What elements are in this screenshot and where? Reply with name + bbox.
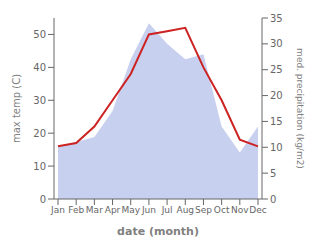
svg-text:Apr: Apr [105,205,121,215]
svg-text:20: 20 [270,90,283,101]
svg-text:med. precipitation (kg/m2): med. precipitation (kg/m2) [295,48,305,169]
svg-text:Sep: Sep [195,205,212,215]
svg-text:Oct: Oct [214,205,230,215]
svg-text:Feb: Feb [68,205,84,215]
svg-text:0: 0 [40,194,46,205]
svg-text:15: 15 [270,116,283,127]
svg-text:30: 30 [33,95,46,106]
svg-text:10: 10 [33,161,46,172]
svg-text:date (month): date (month) [117,225,199,238]
svg-text:Jan: Jan [50,205,65,215]
svg-text:Jun: Jun [141,205,156,215]
svg-text:50: 50 [33,29,46,40]
svg-text:30: 30 [270,38,283,49]
svg-text:35: 35 [270,13,283,24]
svg-text:20: 20 [33,128,46,139]
svg-text:May: May [121,205,140,215]
svg-text:25: 25 [270,64,283,75]
svg-text:Aug: Aug [176,205,194,215]
svg-text:Nov: Nov [231,205,249,215]
svg-text:5: 5 [270,168,276,179]
svg-text:40: 40 [33,62,46,73]
svg-text:max temp (C): max temp (C) [11,74,22,143]
svg-text:10: 10 [270,142,283,153]
svg-text:Jul: Jul [161,205,173,215]
svg-text:Dec: Dec [249,205,266,215]
svg-text:Mar: Mar [86,205,103,215]
svg-text:0: 0 [270,194,276,205]
